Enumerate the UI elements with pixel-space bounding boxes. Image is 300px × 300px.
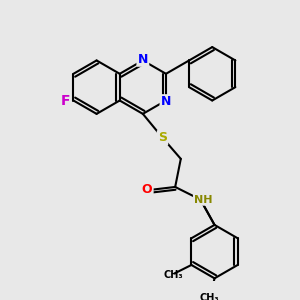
Text: F: F	[60, 94, 70, 107]
Text: O: O	[142, 183, 152, 196]
Text: S: S	[158, 131, 167, 144]
Text: NH: NH	[194, 195, 212, 205]
Text: CH₃: CH₃	[163, 270, 183, 280]
Text: N: N	[161, 95, 171, 108]
Text: N: N	[138, 52, 148, 65]
Text: CH₃: CH₃	[199, 293, 219, 300]
